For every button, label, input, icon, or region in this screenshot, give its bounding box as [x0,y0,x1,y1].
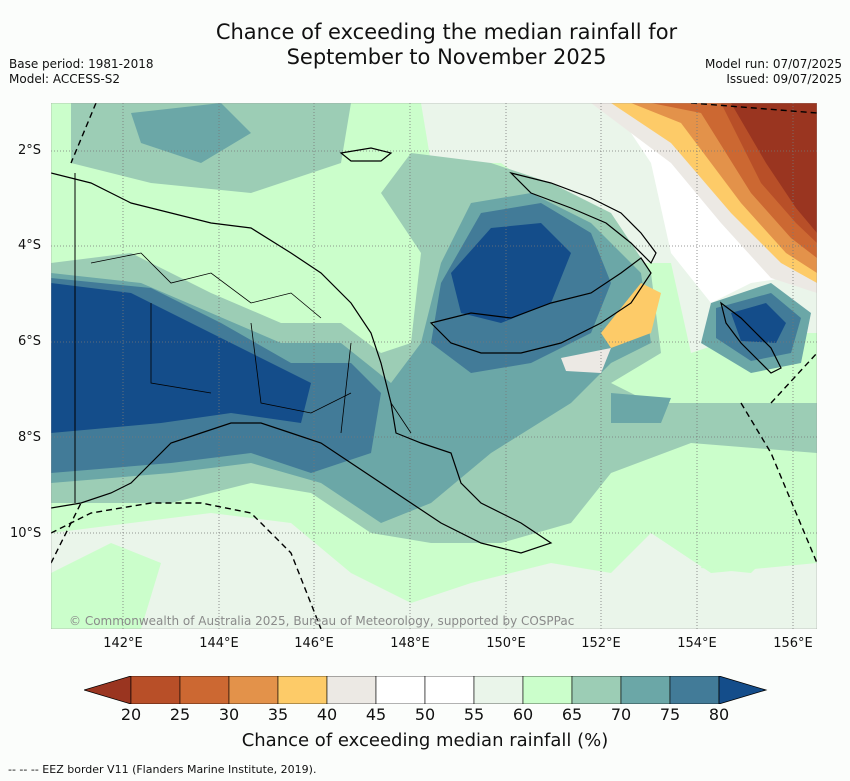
colorbar-swatch [522,676,573,704]
title-line-2: September to November 2025 [286,45,607,69]
eez-borders [51,103,817,629]
lon-label-154e: 154°E [677,636,717,651]
cb-tick-20: 20 [120,705,142,724]
zone-under-20 [691,103,817,233]
rainfall-map [51,103,817,629]
zone-60-65-south [51,543,161,629]
new-guinea-coast [51,172,553,554]
colorbar-label: Chance of exceeding median rainfall (%) [241,730,609,751]
colorbar-extend-high [718,676,768,704]
colorbar-swatch [375,676,426,704]
coastlines [51,147,782,554]
colorbar-swatch [326,676,377,704]
base-period: Base period: 1981-2018 [9,57,154,71]
cb-tick-30: 30 [218,705,240,724]
provincial-borders [90,252,412,434]
lon-label-142e: 142°E [103,636,143,651]
zone-80-plus-east [731,303,786,343]
zone-40-45-patch [561,348,611,373]
issued-date: Issued: 09/07/2025 [726,72,842,86]
cb-tick-50: 50 [414,705,436,724]
colorbar-swatch [130,676,181,704]
cb-tick-40: 40 [316,705,338,724]
lon-label-156e: 156°E [773,636,813,651]
lat-label-8s: 8°S [18,430,42,445]
model-name: Model: ACCESS-S2 [9,72,121,86]
colorbar-swatch [228,676,279,704]
lat-label-2s: 2°S [18,143,42,158]
colorbar-swatch [179,676,230,704]
cb-tick-80: 80 [708,705,730,724]
lon-label-148e: 148°E [390,636,430,651]
lat-label-4s: 4°S [18,238,42,253]
meta-left: Base period: 1981-2018 Model: ACCESS-S2 [9,57,154,87]
cb-tick-75: 75 [659,705,681,724]
copyright-notice: © Commonwealth of Australia 2025, Bureau… [69,614,575,628]
zone-80-plus-center [451,223,571,323]
lat-label-6s: 6°S [18,334,42,349]
meta-right: Model run: 07/07/2025 Issued: 09/07/2025 [705,57,842,87]
cb-tick-25: 25 [169,705,191,724]
colorbar-swatch [473,676,524,704]
zone-60-65-se [701,543,771,573]
lon-label-150e: 150°E [486,636,526,651]
colorbar-swatch [669,676,720,704]
colorbar [84,676,768,704]
cb-tick-55: 55 [463,705,485,724]
colorbar-swatch [620,676,671,704]
zone-80-plus [51,283,311,433]
model-run: Model run: 07/07/2025 [704,57,842,71]
title-line-1: Chance of exceeding the median rainfall … [215,20,678,44]
new-britain-coast [429,257,652,354]
zone-70-75-sw [611,393,671,423]
eez-legend-note: -- -- -- EEZ border V11 (Flanders Marine… [8,763,317,776]
zone-35-40-patch [601,283,661,348]
cb-tick-35: 35 [267,705,289,724]
graticule [51,103,817,629]
lon-label-146e: 146°E [294,636,334,651]
lat-label-10s: 10°S [10,526,42,541]
colorbar-swatch [571,676,622,704]
bougainville-coast [720,301,782,374]
lon-label-144e: 144°E [199,636,239,651]
manus-coast [339,147,393,162]
map-title: Chance of exceeding the median rainfall … [0,20,850,70]
lon-label-152e: 152°E [581,636,621,651]
colorbar-swatch [277,676,328,704]
zone-70-75-north [131,103,251,163]
cb-tick-60: 60 [512,705,534,724]
cb-tick-70: 70 [610,705,632,724]
colorbar-swatch [424,676,475,704]
cb-tick-45: 45 [365,705,387,724]
new-ireland-coast [509,171,657,265]
cb-tick-65: 65 [561,705,583,724]
colorbar-extend-low [84,676,132,704]
